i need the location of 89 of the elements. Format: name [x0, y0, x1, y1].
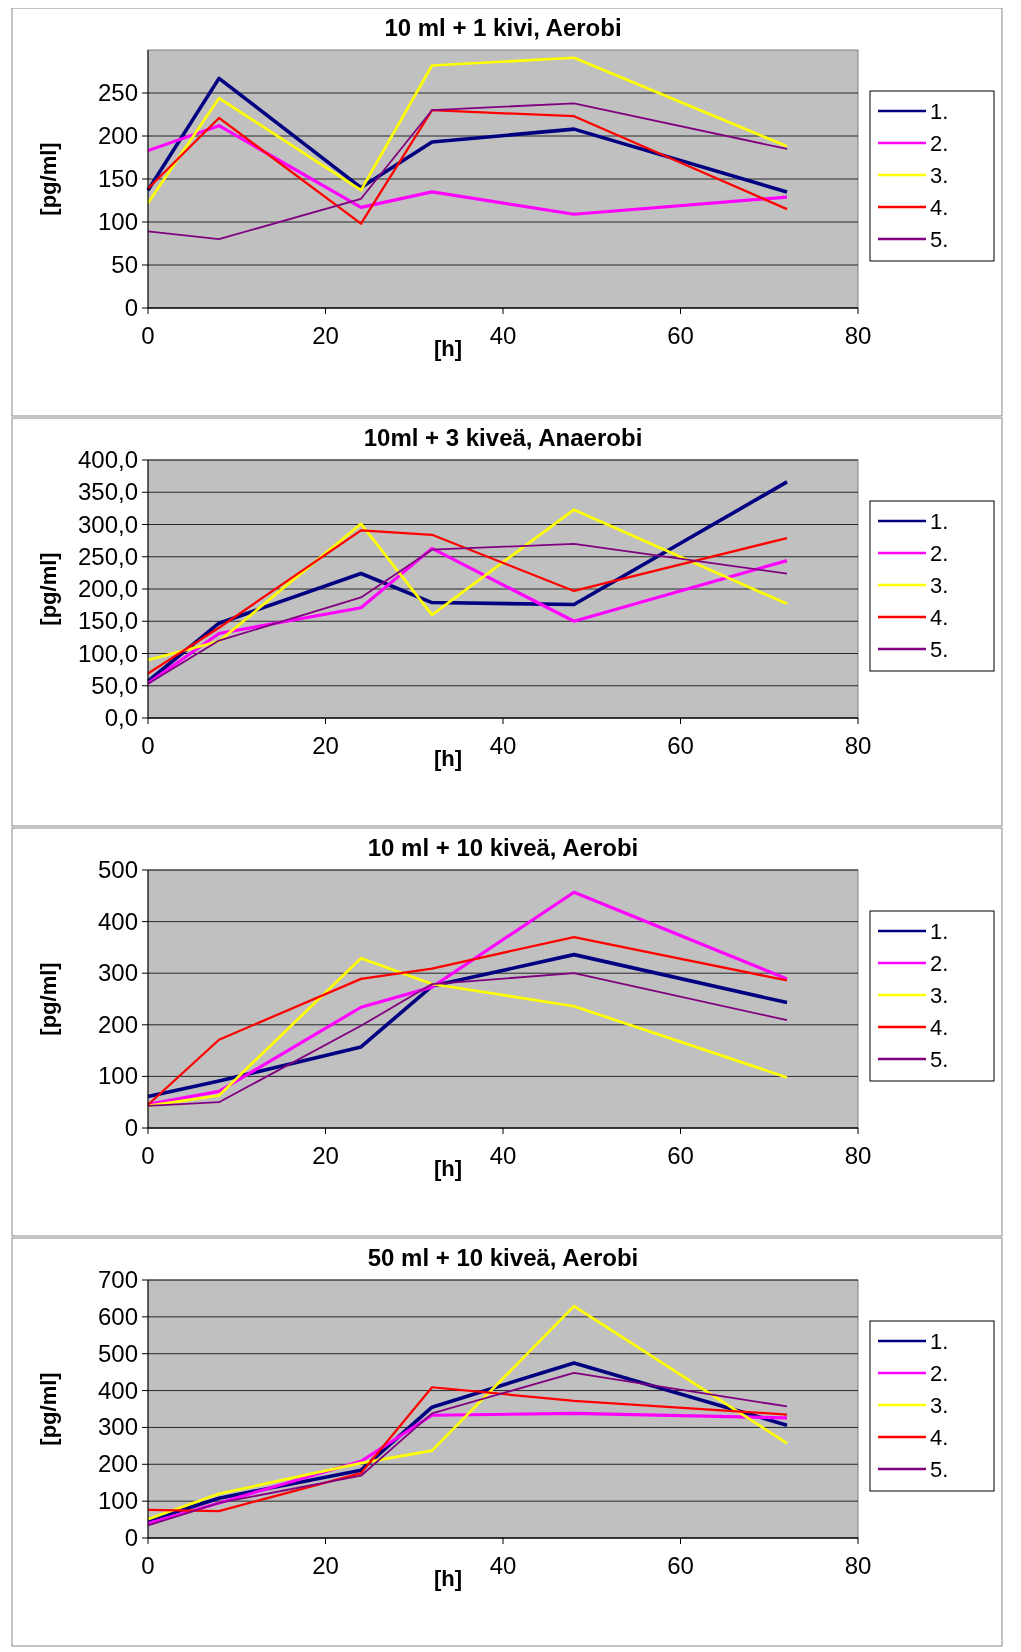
x-axis-title: [h] — [433, 1156, 463, 1181]
legend-label: 4. — [930, 1425, 949, 1450]
y-tick-label: 200 — [97, 1450, 138, 1478]
line-series — [146, 56, 789, 205]
x-axis-title: [h] — [433, 336, 463, 361]
legend-label: 3. — [930, 163, 949, 188]
x-tick-label: 0 — [141, 1552, 155, 1579]
y-tick-label: 400,0 — [77, 446, 138, 473]
legend-label: 3. — [930, 1393, 949, 1418]
x-tick-label: 20 — [312, 732, 339, 759]
legend-label: 3. — [930, 983, 949, 1008]
y-tick-label: 100 — [97, 208, 138, 235]
y-tick-label: 200 — [97, 122, 138, 149]
x-tick-label: 40 — [489, 1552, 517, 1579]
y-tick-label: 300,0 — [77, 510, 138, 538]
legend-label: 4. — [930, 605, 949, 630]
y-tick-label: 0,0 — [104, 704, 138, 731]
y-tick-label: 600 — [97, 1302, 138, 1330]
y-axis-title: [pg/ml] — [36, 1372, 61, 1446]
legend-label: 4. — [930, 1015, 949, 1040]
line-series — [146, 1386, 789, 1513]
legend-label: 5. — [930, 227, 949, 252]
legend-label: 3. — [930, 573, 949, 598]
chart-title: 10 ml + 1 kivi, Aerobi — [384, 14, 622, 41]
y-tick-label: 200,0 — [77, 575, 138, 602]
x-tick-label: 40 — [489, 322, 517, 349]
y-tick-label: 700 — [97, 1266, 138, 1293]
legend-label: 1. — [930, 99, 949, 124]
x-tick-label: 20 — [312, 1142, 339, 1169]
line-series — [146, 109, 789, 225]
line-series — [147, 102, 788, 241]
y-tick-label: 50,0 — [91, 671, 138, 699]
x-tick-label: 0 — [141, 322, 155, 349]
y-tick-label: 350,0 — [77, 478, 138, 506]
y-tick-label: 50 — [111, 251, 138, 278]
line-series — [146, 1304, 789, 1521]
x-tick-label: 80 — [844, 1552, 872, 1579]
y-axis-title: [pg/ml] — [36, 142, 61, 216]
legend-label: 5. — [930, 1047, 949, 1072]
chart-title: 10 ml + 10 kiveä, Aerobi — [367, 834, 639, 861]
x-axis-title: [h] — [433, 1566, 463, 1591]
legend-label: 5. — [930, 1457, 949, 1482]
legend-label: 2. — [930, 1361, 949, 1386]
x-tick-label: 20 — [312, 322, 339, 349]
y-tick-label: 200 — [97, 1010, 138, 1038]
chart-title: 10ml + 3 kiveä, Anaerobi — [363, 424, 643, 451]
x-tick-label: 60 — [667, 732, 694, 759]
x-tick-label: 80 — [844, 732, 872, 759]
x-tick-label: 0 — [141, 732, 155, 759]
y-tick-label: 250 — [97, 79, 138, 106]
y-tick-label: 0 — [124, 1524, 138, 1551]
legend-label: 2. — [930, 131, 949, 156]
y-axis-title: [pg/ml] — [36, 552, 61, 626]
chart-title: 50 ml + 10 kiveä, Aerobi — [367, 1244, 639, 1271]
x-tick-label: 60 — [667, 1142, 694, 1169]
x-tick-label: 60 — [667, 322, 694, 349]
y-tick-label: 100,0 — [77, 639, 138, 667]
y-tick-label: 300 — [97, 1413, 138, 1441]
y-tick-label: 500 — [97, 1339, 138, 1367]
x-tick-label: 20 — [312, 1552, 339, 1579]
y-tick-label: 100 — [97, 1062, 138, 1090]
x-tick-label: 80 — [844, 1142, 872, 1169]
y-tick-label: 500 — [97, 856, 138, 883]
legend-label: 5. — [930, 637, 949, 662]
y-tick-label: 100 — [97, 1487, 138, 1515]
y-tick-label: 0 — [124, 1114, 138, 1141]
legend-label: 1. — [930, 509, 949, 534]
line-series — [146, 508, 789, 662]
y-tick-label: 0 — [124, 294, 138, 321]
legend-label: 4. — [930, 195, 949, 220]
y-axis-title: [pg/ml] — [36, 962, 61, 1036]
legend-label: 1. — [930, 1329, 949, 1354]
x-tick-label: 40 — [489, 732, 517, 759]
y-tick-label: 250,0 — [77, 542, 138, 570]
line-series — [146, 124, 789, 216]
legend-label: 1. — [930, 919, 949, 944]
y-tick-label: 400 — [97, 907, 138, 935]
legend-label: 2. — [930, 541, 949, 566]
y-tick-label: 400 — [97, 1376, 138, 1404]
x-tick-label: 80 — [844, 322, 872, 349]
x-tick-label: 40 — [489, 1142, 517, 1169]
legend-label: 2. — [930, 951, 949, 976]
line-series — [146, 76, 789, 194]
y-tick-label: 150,0 — [77, 607, 138, 635]
x-axis-title: [h] — [433, 746, 463, 771]
x-tick-label: 0 — [141, 1142, 155, 1169]
y-tick-label: 300 — [97, 959, 138, 987]
x-tick-label: 60 — [667, 1552, 694, 1579]
y-tick-label: 150 — [97, 165, 138, 192]
